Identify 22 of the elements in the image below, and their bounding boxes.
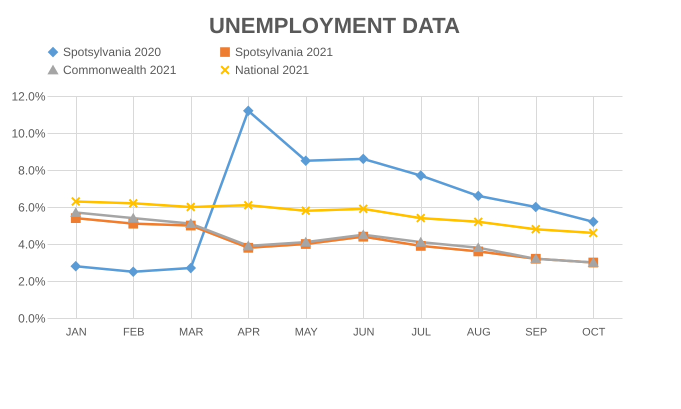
y-tick-label: 0.0% [18,312,46,326]
y-tick-label: 10.0% [11,126,46,140]
x-tick-label: JAN [66,326,87,338]
chart-title: UNEMPLOYMENT DATA [209,13,460,38]
legend-label: National 2021 [235,63,310,77]
y-tick-label: 12.0% [11,90,46,104]
y-tick-label: 8.0% [18,164,46,178]
x-tick-label: AUG [466,326,491,338]
x-tick-label: APR [237,326,260,338]
x-tick-label: SEP [525,326,548,338]
legend-label: Spotsylvania 2020 [63,45,162,60]
x-tick-label: MAY [294,326,318,338]
y-tick-label: 6.0% [18,200,46,214]
x-tick-label: JUN [353,326,374,338]
legend-label: Spotsylvania 2021 [235,45,334,60]
x-tick-label: JUL [411,326,432,338]
x-tick-label: OCT [582,326,606,338]
y-tick-label: 2.0% [18,274,46,288]
y-tick-label: 4.0% [18,238,46,252]
x-tick-label: FEB [123,326,144,338]
legend-label: Commonwealth 2021 [63,63,177,77]
x-tick-label: MAR [179,326,204,338]
